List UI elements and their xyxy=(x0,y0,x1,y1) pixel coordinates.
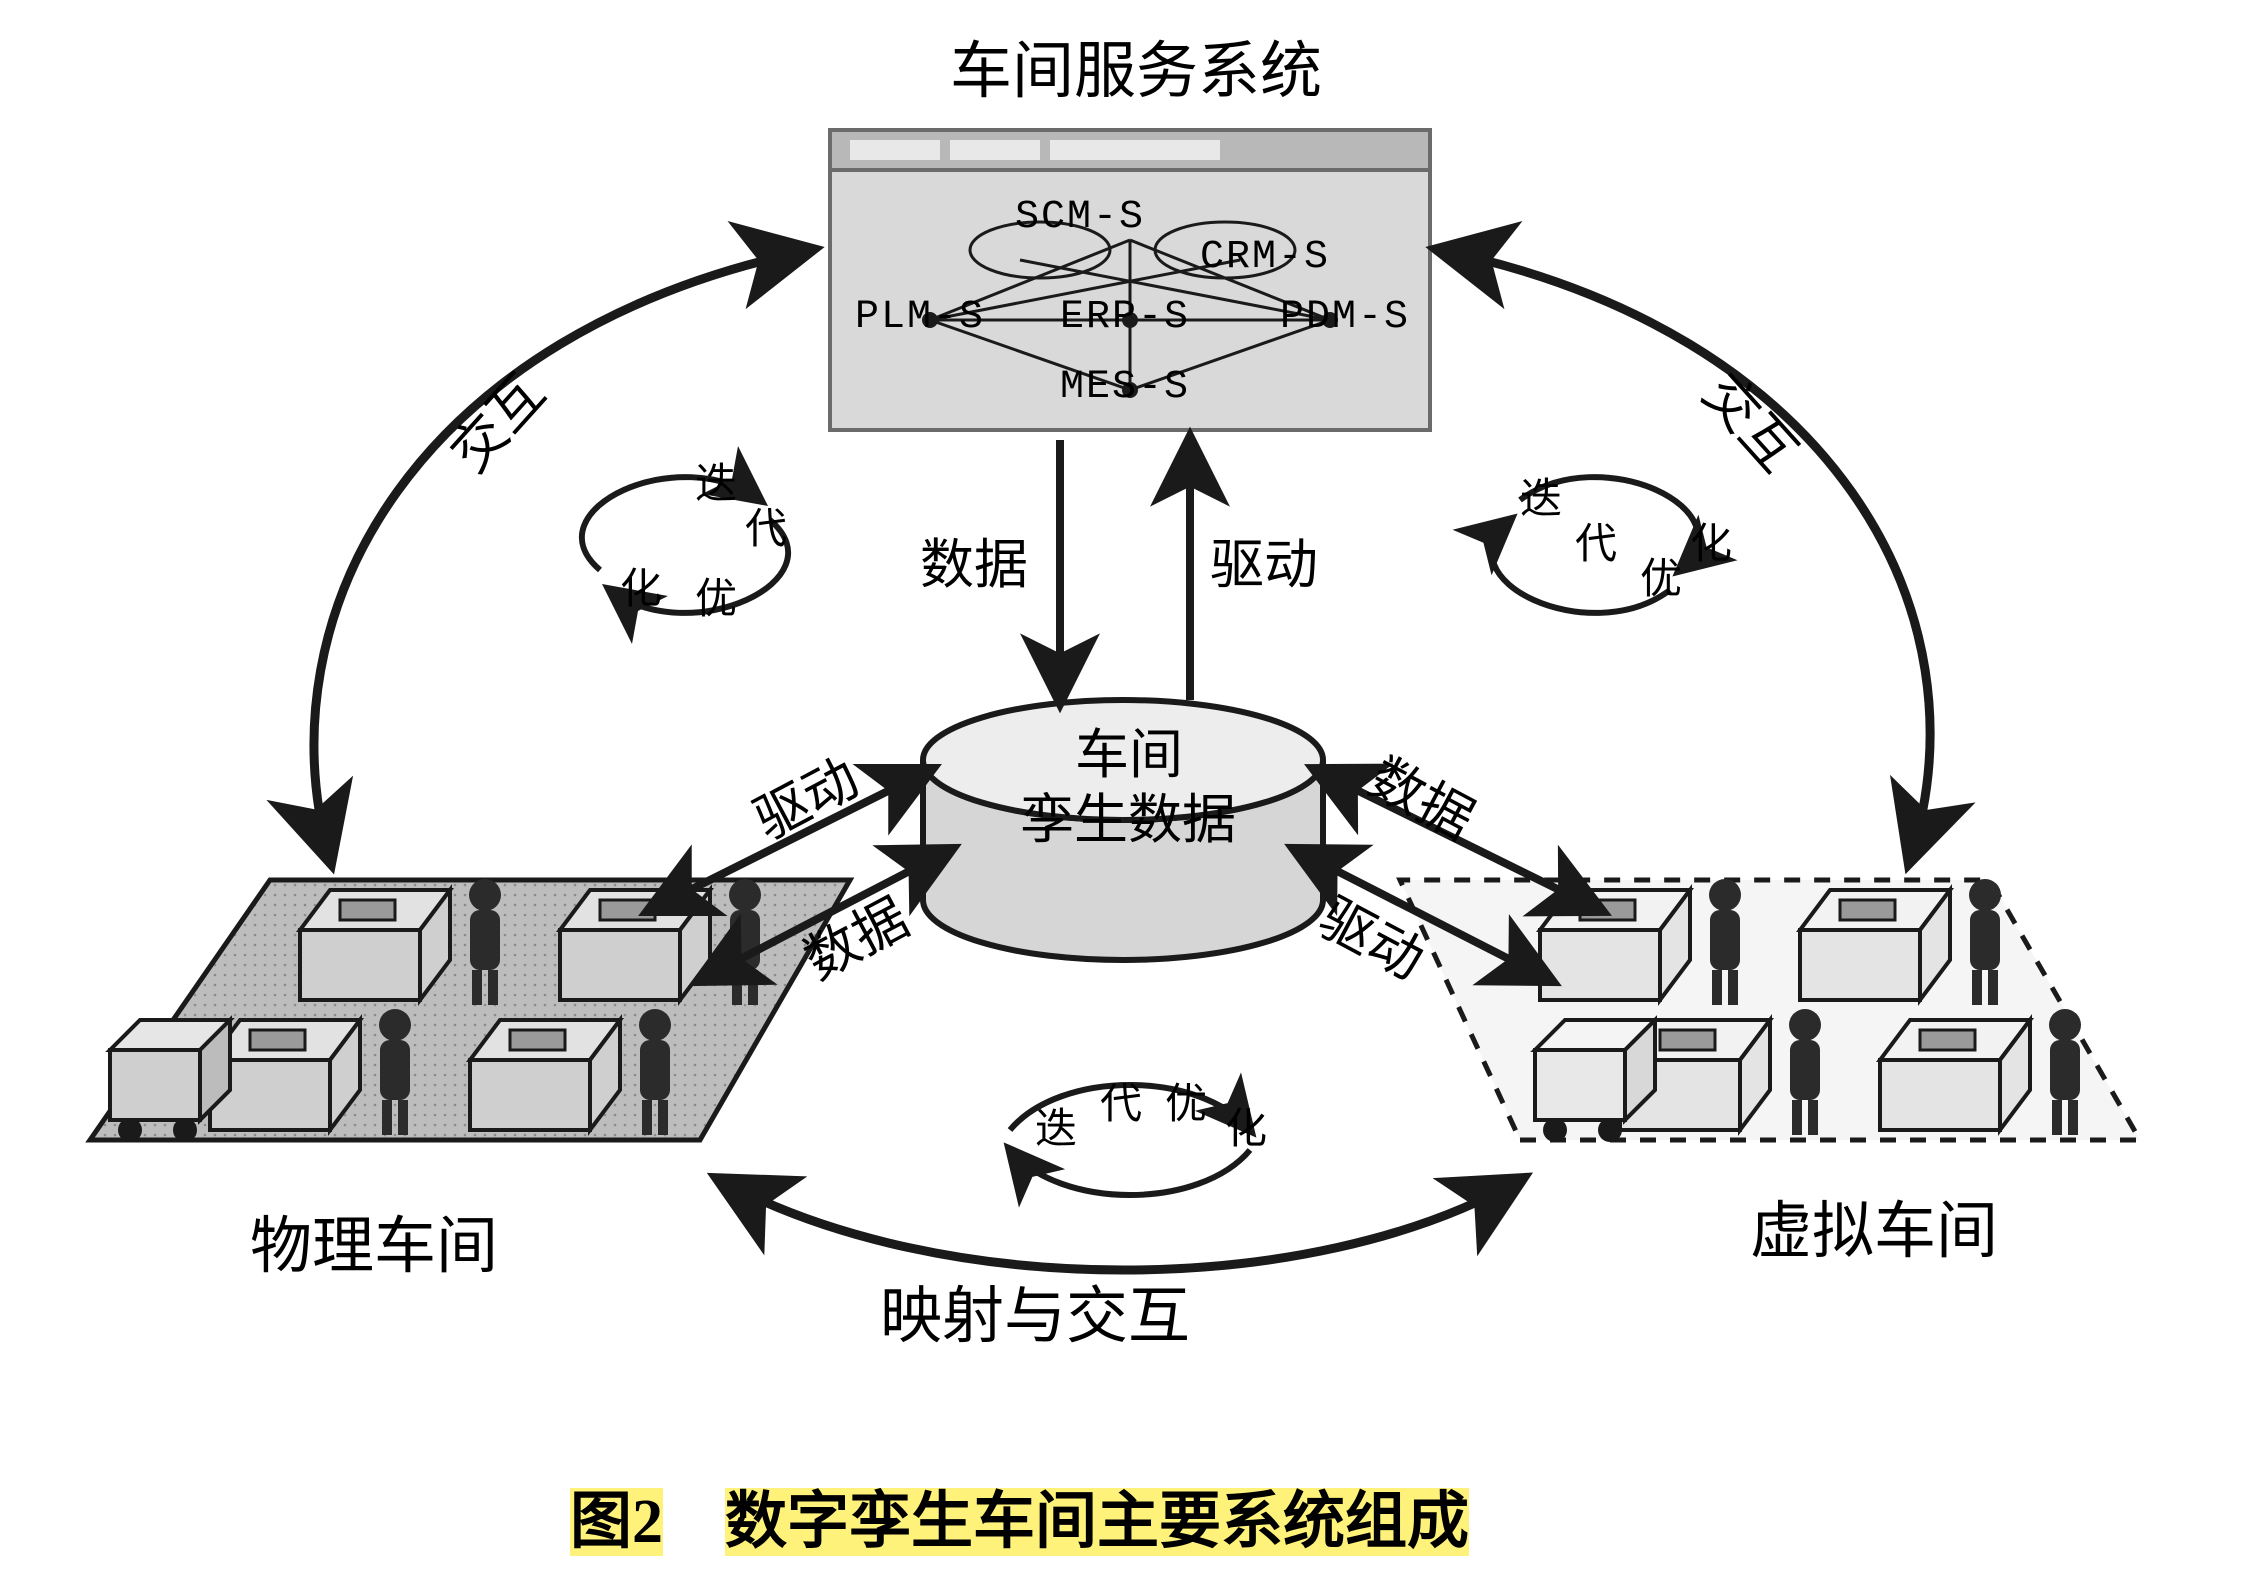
diagram-stage: 车间服务系统 SCM-S CRM-S PLM-S ERP-S PDM-S MES… xyxy=(0,0,2246,1590)
virtual-floor xyxy=(1400,880,2140,1140)
arc-right xyxy=(1440,250,1930,860)
lbl-drive-top: 驱动 xyxy=(1210,520,1318,599)
iter-char: 优 xyxy=(1165,1070,1207,1131)
svc-mes: MES-S xyxy=(1060,365,1190,410)
iter-char: 代 xyxy=(1100,1070,1142,1131)
caption-prefix: 图2 xyxy=(570,1488,663,1556)
iter-char: 迭 xyxy=(1520,465,1562,526)
lbl-data-top: 数据 xyxy=(920,520,1028,599)
svc-scm: SCM-S xyxy=(1015,195,1145,240)
iter-char: 化 xyxy=(620,555,662,616)
svc-plm: PLM-S xyxy=(855,295,985,340)
caption-text: 数字孪生车间主要系统组成 xyxy=(725,1488,1469,1556)
iter-char: 迭 xyxy=(1035,1095,1077,1156)
phys-label: 物理车间 xyxy=(250,1195,498,1285)
svc-pdm: PDM-S xyxy=(1280,295,1410,340)
arc-left xyxy=(314,250,810,860)
iter-char: 化 xyxy=(1225,1095,1267,1156)
arrows-service-center xyxy=(1060,440,1190,700)
service-title: 车间服务系统 xyxy=(950,20,1322,110)
figure-caption: 图2 数字孪生车间主要系统组成 xyxy=(570,1470,1469,1560)
iter-char: 迭 xyxy=(695,450,737,511)
iter-char: 代 xyxy=(1575,510,1617,571)
bottom-rel: 映射与交互 xyxy=(880,1265,1190,1355)
iter-char: 优 xyxy=(1640,545,1682,606)
iter-char: 优 xyxy=(695,565,737,626)
virt-label: 虚拟车间 xyxy=(1750,1180,1998,1270)
svc-erp: ERP-S xyxy=(1060,295,1190,340)
iter-char: 代 xyxy=(745,495,787,556)
svc-crm: CRM-S xyxy=(1200,235,1330,280)
iter-char: 化 xyxy=(1690,510,1732,571)
cyl-l2: 孪生数据 xyxy=(1020,775,1236,854)
